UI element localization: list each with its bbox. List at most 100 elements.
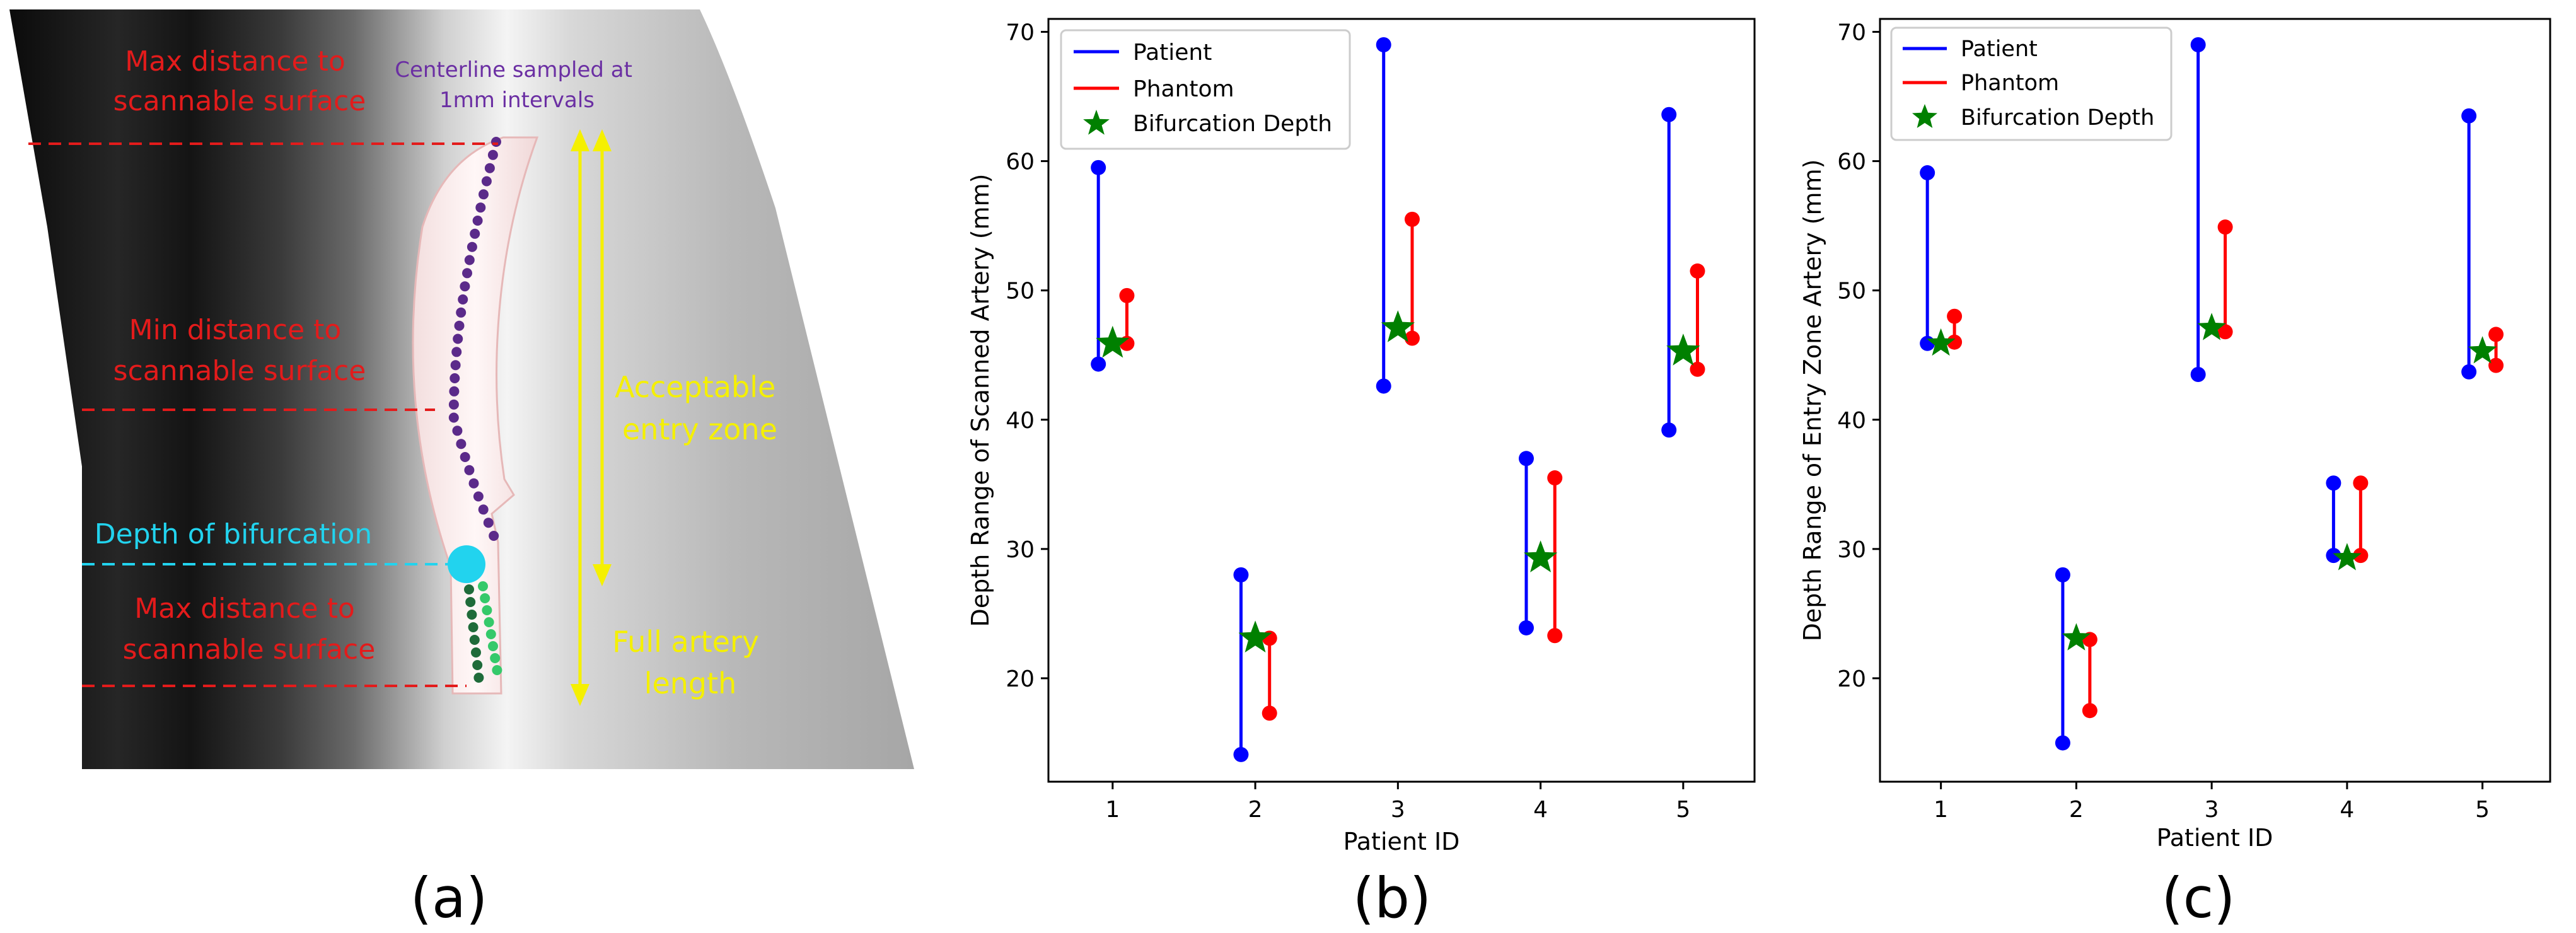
branch-dot-light: [485, 629, 496, 639]
centerline-dot: [450, 373, 460, 383]
phantom-max-point: [2488, 327, 2504, 342]
patient-min-point: [1518, 620, 1534, 635]
patient-min-point: [2461, 364, 2477, 380]
legend-phantom-label: Phantom: [1961, 71, 2059, 96]
legend-bifurcation-label: Bifurcation Depth: [1133, 111, 1332, 137]
branch-dot-light: [490, 653, 501, 663]
centerline-dot: [473, 491, 484, 502]
patient-min-point: [2055, 735, 2070, 751]
centerline-dot: [449, 386, 460, 397]
patient-max-point: [2055, 567, 2070, 582]
x-tick-label: 4: [1533, 797, 1548, 823]
phantom-min-point: [2353, 548, 2369, 564]
patient-max-point: [2190, 37, 2206, 53]
bifurcation-depth-star: [2197, 313, 2226, 340]
caption-c: (c): [2161, 866, 2235, 930]
legend-bifurcation-star: [1083, 110, 1110, 135]
bifurcation-depth-star: [1524, 540, 1558, 572]
panel-a-illustration: Max distance to scannable surface Min di…: [9, 9, 914, 930]
x-tick-label: 1: [1105, 797, 1120, 823]
patient-min-point: [1233, 746, 1249, 762]
y-tick-label: 70: [1006, 20, 1035, 46]
branch-dot-light: [478, 581, 488, 591]
centerline-dot: [456, 439, 467, 449]
branch-dot-dark: [464, 584, 474, 594]
phantom-max-point: [1947, 308, 1963, 324]
y-tick-label: 60: [1837, 149, 1866, 175]
y-tick-label: 20: [1006, 666, 1035, 692]
bifurcation-marker: [448, 545, 485, 583]
centerline-dot: [462, 268, 472, 279]
chart-panel-c: 20 30 40 50 60 70 1 2 3 4 5 Patient ID Depth Rang…: [1799, 18, 2551, 930]
centerline-dot: [470, 228, 480, 239]
centerline-dot: [451, 347, 462, 357]
centerline-dot: [456, 307, 467, 318]
x-tick-label: 5: [2475, 797, 2490, 823]
centerline-dot: [475, 202, 486, 213]
phantom-max-point: [1119, 287, 1135, 303]
branch-dot-dark: [473, 673, 484, 683]
phantom-min-point: [1262, 705, 1277, 721]
centerline-dot: [467, 241, 477, 252]
label-full-length: Full artery length: [612, 625, 768, 700]
branch-dot-light: [488, 641, 498, 651]
legend: Patient Phantom Bifurcation Depth: [1890, 26, 2173, 141]
centerline-dots: [448, 137, 502, 683]
x-tick-label: 1: [1934, 797, 1948, 823]
x-axis-label: Patient ID: [2157, 824, 2273, 852]
phantom-min-point: [1547, 628, 1563, 644]
phantom-max-point: [1404, 211, 1420, 227]
legend-patient-label: Patient: [1133, 40, 1212, 66]
centerline-dot: [489, 531, 499, 541]
y-tick-label: 50: [1006, 279, 1035, 304]
centerline-dot: [448, 412, 459, 423]
phantom-min-point: [1404, 330, 1420, 346]
x-axis: 1 2 3 4 5: [1105, 782, 1690, 823]
branch-dot-light: [484, 617, 494, 627]
centerline-dot: [460, 281, 470, 292]
caption-b: (b): [1353, 866, 1432, 930]
phantom-max-point: [1690, 263, 1705, 279]
y-tick-label: 70: [1837, 20, 1866, 46]
patient-max-point: [1518, 451, 1534, 466]
centerline-dot: [450, 360, 461, 371]
label-centerline: Centerline sampled at 1mm intervals: [395, 57, 639, 113]
legend-box: [1060, 29, 1351, 150]
patient-min-point: [1661, 422, 1677, 438]
y-axis-label: Depth Range of Scanned Artery (mm): [966, 174, 994, 627]
label-min-distance: Min distance to scannable surface: [113, 314, 366, 387]
bifurcation-depth-star: [1666, 333, 1700, 366]
plot-frame: [1047, 18, 1756, 783]
phantom-min-point: [2217, 324, 2233, 340]
legend-bifurcation-star: [1912, 104, 1937, 128]
x-axis: 1 2 3 4 5: [1934, 782, 2490, 823]
centerline-dot: [448, 399, 459, 410]
y-tick-label: 40: [1837, 408, 1866, 434]
y-tick-label: 40: [1006, 408, 1035, 434]
patient-max-point: [2326, 475, 2341, 491]
y-tick-label: 30: [1006, 537, 1035, 563]
label-max-distance-top: Max distance to scannable surface: [113, 45, 366, 117]
branch-dot-dark: [469, 635, 480, 645]
legend: Patient Phantom Bifurcation Depth: [1060, 29, 1351, 150]
x-tick-label: 5: [1676, 797, 1690, 823]
centerline-dot: [460, 452, 470, 462]
centerline-dot: [484, 163, 495, 173]
centerline-dot: [479, 189, 489, 200]
centerline-dot: [468, 478, 479, 489]
y-tick-label: 50: [1837, 279, 1866, 304]
centerline-dot: [464, 255, 475, 265]
patient-max-point: [1091, 159, 1106, 175]
label-entry-zone: Acceptable entry zone: [615, 370, 785, 446]
patient-min-point: [2326, 548, 2341, 564]
x-axis-label: Patient ID: [1343, 828, 1460, 855]
y-tick-label: 20: [1837, 666, 1866, 692]
phantom-min-point: [2082, 703, 2097, 719]
plot-frame: [1879, 18, 2551, 783]
patient-max-point: [2461, 108, 2477, 124]
entry-zone-arrow: [593, 129, 612, 586]
branch-dot-light: [482, 605, 492, 615]
centerline-dot: [487, 149, 498, 160]
centerline-dot: [464, 465, 475, 475]
